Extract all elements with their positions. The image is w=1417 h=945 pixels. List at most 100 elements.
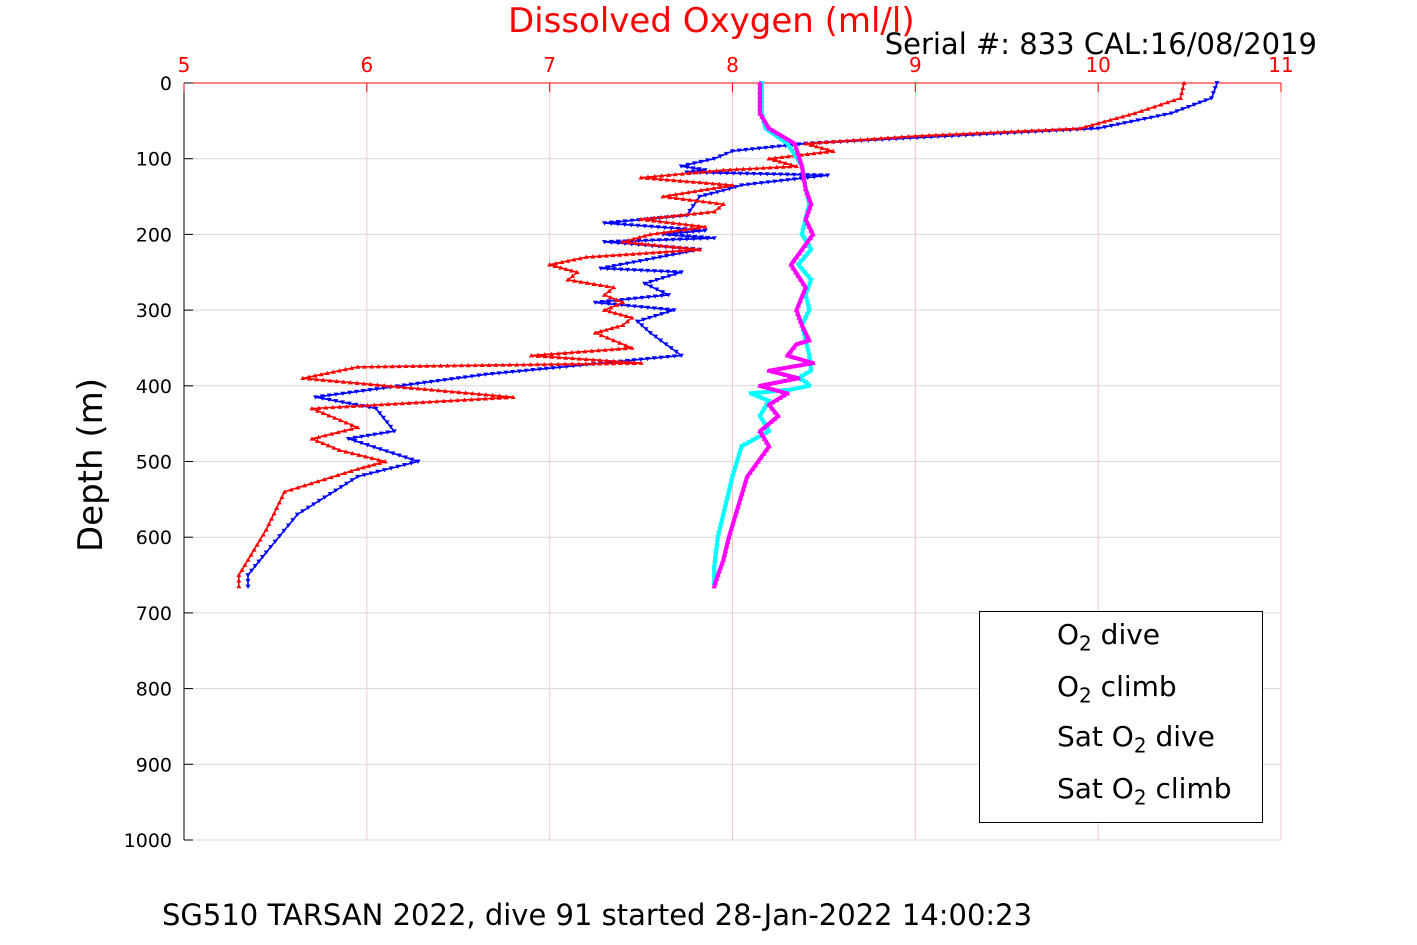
data-point <box>974 130 980 135</box>
data-point <box>655 225 661 230</box>
y-tick-label: 800 <box>136 679 172 701</box>
data-point <box>1122 121 1128 126</box>
data-point <box>775 388 782 393</box>
data-point <box>1043 127 1049 132</box>
data-point <box>719 561 725 566</box>
data-point <box>704 236 710 241</box>
data-point <box>801 384 808 390</box>
data-point <box>347 380 353 385</box>
data-point <box>242 562 248 567</box>
data-point <box>947 132 953 137</box>
data-point <box>690 166 696 171</box>
data-point <box>712 552 719 558</box>
data-point <box>527 362 534 367</box>
data-point <box>330 404 336 410</box>
data-point <box>406 400 412 405</box>
data-point <box>349 451 356 456</box>
data-point <box>620 239 626 244</box>
data-point <box>806 205 813 210</box>
data-point <box>575 349 581 354</box>
data-point <box>837 138 843 144</box>
data-point <box>625 267 631 273</box>
data-point <box>810 231 816 237</box>
data-point <box>516 369 523 374</box>
y-tick-label: 900 <box>136 754 172 776</box>
data-point <box>779 154 785 160</box>
data-point <box>385 430 391 435</box>
data-point <box>340 391 346 396</box>
data-point <box>320 410 327 416</box>
data-point <box>1174 109 1180 114</box>
data-point <box>365 433 371 438</box>
data-point <box>797 318 804 324</box>
data-point <box>765 389 772 395</box>
data-point <box>1151 104 1157 109</box>
data-point <box>475 396 482 401</box>
data-point <box>739 491 745 496</box>
y-tick-label: 1000 <box>124 830 172 852</box>
data-point <box>489 371 496 377</box>
data-point <box>800 228 806 234</box>
data-point <box>684 179 690 184</box>
data-point <box>720 188 726 193</box>
data-point <box>656 238 662 243</box>
legend-item-sat-o2-climb: Sat O2 climb <box>988 766 1258 816</box>
data-point <box>770 369 777 374</box>
data-point <box>630 251 636 256</box>
data-point <box>476 373 482 378</box>
data-point <box>569 361 575 366</box>
data-point <box>378 431 384 436</box>
data-point <box>788 387 794 393</box>
data-point <box>583 356 589 362</box>
data-point <box>1083 124 1089 129</box>
data-point <box>333 392 339 397</box>
data-point <box>496 395 502 400</box>
data-point <box>757 106 763 111</box>
data-point <box>811 175 817 180</box>
data-point <box>926 133 932 138</box>
data-point <box>619 297 625 303</box>
data-point <box>326 413 332 418</box>
data-point <box>807 235 814 241</box>
data-point <box>652 242 658 247</box>
data-point <box>375 469 381 474</box>
data-point <box>851 137 857 143</box>
data-point <box>817 150 823 155</box>
data-point <box>690 229 696 235</box>
data-point <box>359 434 365 439</box>
data-point <box>672 270 678 275</box>
data-point <box>678 353 684 358</box>
data-point <box>763 447 770 453</box>
data-point <box>761 406 768 412</box>
data-point <box>678 212 684 217</box>
data-point <box>584 280 591 285</box>
data-point <box>401 383 407 388</box>
data-point <box>361 381 367 386</box>
data-point <box>373 406 379 411</box>
data-point <box>592 300 598 305</box>
data-point <box>642 224 648 229</box>
data-point <box>830 148 836 153</box>
data-point <box>463 390 469 395</box>
data-point <box>777 159 783 164</box>
data-point <box>747 470 753 475</box>
data-point <box>623 313 630 318</box>
data-point <box>787 349 794 354</box>
data-point <box>802 339 808 344</box>
data-point <box>808 228 814 233</box>
data-point <box>724 496 731 501</box>
data-point <box>672 172 678 177</box>
data-point <box>805 361 811 366</box>
data-point <box>764 172 770 177</box>
data-point <box>562 361 568 366</box>
data-point <box>795 303 802 308</box>
data-point <box>752 393 759 398</box>
legend: O2 dive O2 climb Sat O2 dive Sat O2 clim… <box>979 611 1263 823</box>
data-point <box>693 198 700 203</box>
data-point <box>988 130 994 135</box>
data-point <box>824 173 831 178</box>
data-point <box>774 370 781 375</box>
data-point <box>801 289 807 294</box>
data-point <box>670 237 676 242</box>
data-point <box>676 221 683 226</box>
